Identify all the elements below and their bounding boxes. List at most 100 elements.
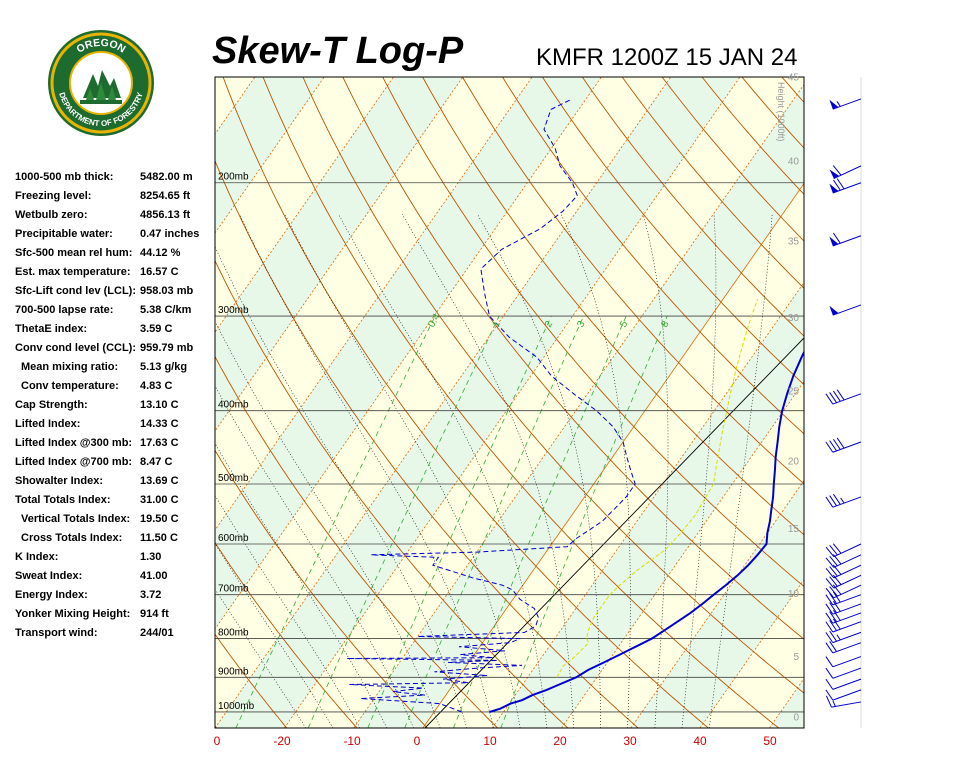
wind-barb-flag [825,642,834,654]
height-tick-label: 30 [788,313,800,324]
mixing-ratio-label: 5 [618,319,631,330]
wind-barb-flag [836,389,845,401]
height-tick-label: 0 [793,712,799,723]
moist-adiabat [560,213,631,728]
wind-barb [825,618,862,633]
index-row: Lifted Index: 14.33 C [15,415,215,434]
moist-adiabat [215,246,468,728]
index-value: 5.13 g/kg [140,361,188,373]
index-row: Precipitable water: 0.47 inches [15,225,215,244]
wind-barb-flag [829,593,837,604]
wind-barb-flag [825,496,834,508]
index-row: Lifted Index @700 mb: 8.47 C [15,453,215,472]
index-value: 16.57 C [140,266,179,278]
mixing-ratio-label: 1 [490,319,503,330]
index-label: Freezing level: [15,190,92,202]
index-label: Lifted Index @700 mb: [15,456,133,468]
isotherm-line [353,83,804,728]
height-tick-label: 15 [788,524,800,535]
wind-barb-flag [825,594,834,606]
wind-barb [825,600,862,615]
index-row: Freezing level: 8254.65 ft [15,187,215,206]
x-tick-label: 0 [214,734,221,748]
mixing-ratio-label: 8 [659,319,672,330]
isotherm-band [284,77,804,728]
index-value: 3.72 [140,589,162,601]
index-label: Lifted Index @300 mb: [15,437,133,449]
wind-barb-flag [832,543,842,554]
height-tick-label: 35 [788,237,800,248]
wind-barb [829,165,862,180]
dry-adiabat [542,77,804,386]
wind-barb-flag [829,495,837,507]
dry-adiabat [462,77,804,485]
wind-barb [825,667,862,679]
wind-barb [825,656,862,668]
wind-barb-flag [825,689,834,701]
index-row: Total Totals Index: 31.00 C [15,491,215,510]
height-tick-label: 25 [788,386,800,397]
index-row: Wetbulb zero: 4856.13 ft [15,206,215,225]
wind-barb [825,609,862,624]
wind-barb [829,304,862,316]
index-row: Conv temperature: 4.83 C [15,377,215,396]
index-row: Sfc-Lift cond lev (LCL): 958.03 mb [15,282,215,301]
wind-barb-flag [829,566,838,577]
index-row: Energy Index: 3.72 [15,586,215,605]
index-row: Sfc-500 mean rel hum: 44.12 % [15,244,215,263]
index-label: K Index: [15,551,59,563]
wind-barb-staff [832,182,862,194]
wind-barb [829,178,862,194]
wind-barb-flag [836,178,845,190]
mixing-ratio-line [500,315,668,728]
height-tick-label: 5 [793,652,799,663]
moist-adiabat [239,213,494,728]
x-tick-label: 20 [553,734,567,748]
wind-barb [829,98,862,110]
moist-adiabat [642,214,669,728]
wind-barb-flag [825,695,832,708]
index-label: Sfc-500 mean rel hum: [15,247,133,259]
wind-barb-staff [832,621,862,633]
index-value: 11.50 C [140,532,178,544]
index-value: 4.83 C [140,380,173,392]
wind-barb-pennant [829,236,839,247]
index-label: 700-500 lapse rate: [15,304,114,316]
index-label: Conv temperature: [21,380,119,392]
wind-barb-flag [825,632,834,643]
wind-barb [825,437,862,453]
wind-barb-flag [829,602,837,614]
index-row: Conv cond level (CCL): 959.79 mb [15,339,215,358]
x-tick-label: 50 [763,734,777,748]
isotherm-line [630,479,804,728]
wind-barb-flag [832,493,841,505]
wind-barb-flag [829,611,837,623]
moist-adiabat [338,213,548,728]
pressure-label: 900mb [218,666,249,677]
index-value: 41.00 [140,570,168,582]
index-value: 8.47 C [140,456,173,468]
index-label: Precipitable water: [15,228,113,240]
wind-barb-staff [833,564,862,579]
plot-area [215,77,960,728]
x-tick-label: 30 [623,734,637,748]
logo-top-text: OREGON [75,37,128,56]
height-tick-label: 20 [788,457,800,468]
index-label: Total Totals Index: [15,494,111,506]
wind-barb-flag [829,576,838,587]
wind-barb-staff [832,441,862,453]
wind-barb-flag [832,591,841,603]
index-value: 1.30 [140,551,162,563]
index-row: Transport wind: 244/01 [15,624,215,643]
wind-barb-half-flag [836,634,841,641]
wind-barb-pennant [829,99,839,110]
wind-barb [825,591,862,606]
temperature-profile [489,350,804,713]
pressure-label: 400mb [218,400,249,411]
index-label: Yonker Mixing Height: [15,608,131,620]
index-label: Cross Totals Index: [21,532,123,544]
index-label: Sfc-Lift cond lev (LCL): [15,285,136,297]
wind-barb [825,630,862,644]
wind-barb-flag [829,440,837,452]
isotherm-band [839,77,960,728]
